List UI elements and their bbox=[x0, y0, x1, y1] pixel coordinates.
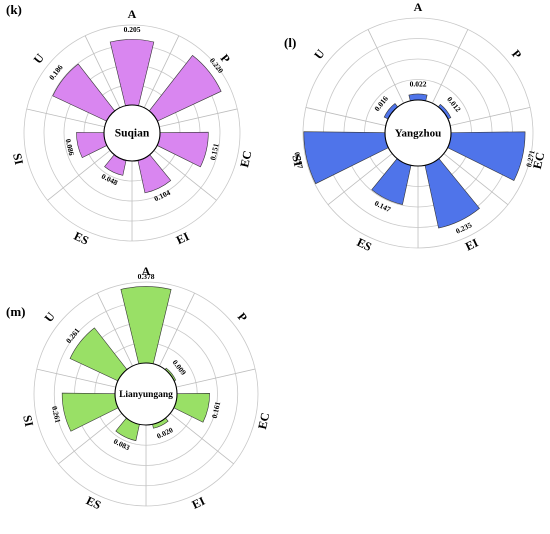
value-label-a: 0.205 bbox=[124, 25, 141, 34]
center-label-city: Suqian bbox=[115, 128, 150, 140]
inner-circle bbox=[384, 99, 452, 167]
category-label-ec: EC bbox=[255, 411, 272, 430]
value-label-u: 0.016 bbox=[372, 94, 390, 113]
wedge-si bbox=[76, 132, 108, 159]
grid-spoke bbox=[305, 107, 386, 127]
value-label-u: 0.261 bbox=[64, 326, 82, 345]
category-label-u: U bbox=[41, 309, 58, 325]
category-label-es: ES bbox=[72, 229, 92, 248]
grid-spoke bbox=[47, 150, 111, 201]
wedge-ei bbox=[424, 158, 480, 229]
category-label-a: A bbox=[414, 0, 423, 14]
wedge-u bbox=[69, 327, 128, 382]
grid-spoke bbox=[58, 413, 123, 465]
category-label-u: U bbox=[31, 51, 48, 67]
value-label-p: 0.012 bbox=[445, 95, 463, 114]
panel-tag-l: (l) bbox=[284, 35, 296, 50]
category-label-si: SI bbox=[20, 414, 36, 428]
grid-spoke bbox=[26, 108, 105, 128]
panel-tag-k: (k) bbox=[6, 2, 22, 17]
rose-chart-yangzhou: (l) Yangzhou A P EC EI ES SI U 0.022 0.012 0.271… bbox=[284, 0, 547, 254]
grid-spoke bbox=[143, 35, 180, 108]
grid-spoke bbox=[443, 153, 509, 205]
category-label-si: SI bbox=[289, 153, 305, 167]
category-label-si: SI bbox=[10, 152, 26, 166]
value-label-si: 0.086 bbox=[64, 138, 77, 157]
grid-spoke bbox=[169, 413, 234, 465]
wedge-a bbox=[120, 286, 172, 365]
value-label-a: 0.378 bbox=[138, 272, 155, 281]
value-label-es: 0.083 bbox=[112, 437, 131, 453]
grid-spoke bbox=[450, 106, 531, 127]
value-label-ec: 0.161 bbox=[210, 401, 223, 420]
wedge-ec bbox=[156, 131, 209, 168]
value-label-a: 0.022 bbox=[410, 80, 427, 89]
value-label-ec: 0.271 bbox=[524, 149, 537, 168]
category-label-ec: EC bbox=[530, 151, 547, 170]
grid-spoke bbox=[97, 292, 133, 367]
category-label-p: P bbox=[235, 310, 251, 324]
grid-spoke bbox=[153, 150, 217, 201]
panel-tag-m: (m) bbox=[6, 304, 26, 319]
center-label-city: Lianyungang bbox=[119, 390, 173, 400]
value-label-si: 0.297 bbox=[292, 151, 305, 170]
category-label-a: A bbox=[128, 7, 137, 21]
grid-spoke bbox=[367, 29, 405, 104]
category-label-ei: EI bbox=[463, 235, 481, 253]
grid-spokes bbox=[305, 29, 531, 249]
grid-spoke bbox=[327, 153, 393, 206]
grid-spokes bbox=[26, 35, 238, 242]
grid-spokes bbox=[36, 292, 256, 507]
category-label-ei: EI bbox=[190, 494, 208, 512]
value-label-si: 0.261 bbox=[50, 405, 63, 424]
category-label-a: A bbox=[142, 264, 151, 278]
center-label-city: Yangzhou bbox=[395, 128, 441, 140]
value-label-ec: 0.151 bbox=[208, 142, 221, 161]
wedge-ec bbox=[447, 131, 526, 181]
wedge-a bbox=[109, 39, 155, 107]
inner-circle bbox=[114, 362, 178, 426]
grid-spoke bbox=[176, 368, 256, 388]
grid-spoke bbox=[84, 35, 121, 108]
grid-spoke bbox=[159, 292, 195, 367]
category-label-ec: EC bbox=[237, 149, 254, 168]
category-label-p: P bbox=[509, 47, 525, 61]
inner-circle bbox=[103, 104, 161, 162]
wedge-p bbox=[148, 54, 222, 122]
value-label-es: 0.048 bbox=[100, 172, 119, 188]
data-wedges bbox=[52, 39, 222, 194]
category-label-u: U bbox=[311, 46, 328, 62]
grid-spoke bbox=[159, 108, 238, 128]
category-label-es: ES bbox=[355, 235, 375, 254]
data-wedges bbox=[303, 93, 526, 229]
grid-spoke bbox=[36, 368, 116, 388]
wedge-si bbox=[61, 392, 119, 432]
grid-spoke bbox=[431, 29, 469, 104]
category-label-ei: EI bbox=[174, 229, 192, 247]
wedge-si bbox=[303, 131, 389, 185]
value-label-ei: 0.235 bbox=[454, 220, 473, 236]
category-label-es: ES bbox=[84, 493, 104, 512]
